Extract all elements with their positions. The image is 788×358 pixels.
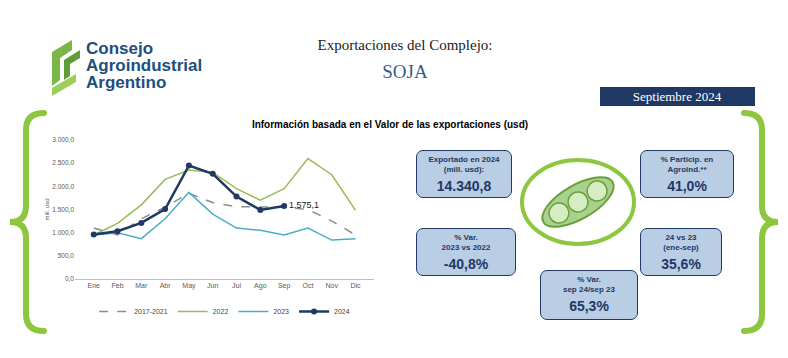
svg-text:Mar: Mar — [135, 282, 148, 289]
html-text:41,0%: 41,0% — [667, 178, 707, 194]
svg-text:Agroindustrial: Agroindustrial — [86, 56, 203, 75]
svg-text:2.500,0: 2.500,0 — [52, 159, 74, 166]
svg-text:Exportaciones del Complejo:: Exportaciones del Complejo: — [318, 37, 493, 53]
svg-text:2017-2021: 2017-2021 — [134, 308, 168, 315]
svg-text:2.000,0: 2.000,0 — [52, 183, 74, 190]
svg-text:Nov: Nov — [326, 282, 339, 289]
html-text:65,3%: 65,3% — [569, 298, 609, 314]
html-text:% Var.: % Var. — [577, 275, 601, 284]
html-text:Exportado en 2024: Exportado en 2024 — [428, 155, 500, 164]
svg-text:mill. usd: mill. usd — [44, 198, 50, 220]
html-text:-40,8%: -40,8% — [443, 256, 489, 272]
html-text:2023 vs 2022: 2023 vs 2022 — [441, 243, 491, 252]
svg-text:SOJA: SOJA — [382, 61, 428, 82]
svg-text:1.000,0: 1.000,0 — [52, 229, 74, 236]
svg-text:Oct: Oct — [302, 282, 313, 289]
svg-text:3.000,0: 3.000,0 — [52, 136, 74, 143]
svg-text:2024: 2024 — [334, 308, 350, 315]
svg-text:2023: 2023 — [273, 308, 289, 315]
svg-text:Sep: Sep — [278, 282, 291, 290]
svg-text:Jun: Jun — [207, 282, 218, 289]
svg-text:Consejo: Consejo — [86, 39, 154, 58]
svg-text:1.500,0: 1.500,0 — [52, 206, 74, 213]
svg-text:Septiembre 2024: Septiembre 2024 — [633, 89, 722, 104]
svg-text:0,0: 0,0 — [65, 275, 74, 282]
svg-text:Feb: Feb — [111, 282, 123, 289]
svg-text:May: May — [182, 282, 196, 290]
svg-text:Dic: Dic — [350, 282, 361, 289]
svg-text:Argentino: Argentino — [86, 73, 166, 92]
svg-text:Información basada en el Valor: Información basada en el Valor de las ex… — [252, 119, 528, 130]
html-text:(ene-sep): (ene-sep) — [663, 243, 699, 252]
svg-text:1.575,1: 1.575,1 — [289, 200, 319, 210]
html-text:Agroind.**: Agroind.** — [667, 165, 707, 174]
svg-text:Jul: Jul — [232, 282, 241, 289]
svg-text:Abr: Abr — [160, 282, 172, 289]
html-text:% Var.: % Var. — [454, 233, 478, 242]
html-text:% Particip. en: % Particip. en — [660, 155, 714, 164]
svg-text:Ago: Ago — [254, 282, 267, 290]
html-text:35,6%: 35,6% — [661, 256, 701, 272]
svg-text:2022: 2022 — [213, 308, 229, 315]
html-text:sep 24/sep 23: sep 24/sep 23 — [563, 285, 615, 294]
svg-text:Ene: Ene — [87, 282, 100, 289]
html-text:14.340,8: 14.340,8 — [436, 178, 492, 194]
html-text:24 vs 23: 24 vs 23 — [665, 233, 697, 242]
svg-text:500,0: 500,0 — [58, 252, 75, 259]
html-text:(mill. usd):: (mill. usd): — [443, 165, 485, 174]
